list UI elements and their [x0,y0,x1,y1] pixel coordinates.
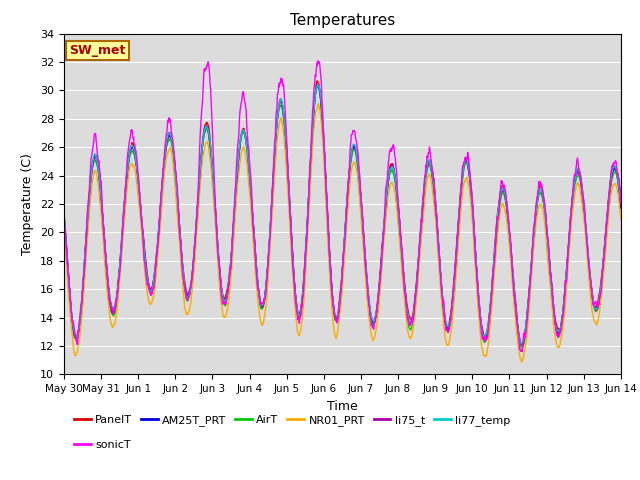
sonicT [314,58,322,64]
NR01_PRT [518,359,525,364]
li77_temp [292,298,300,304]
li77_temp [518,341,526,347]
AirT [520,340,528,346]
AirT [278,107,286,112]
AirT [183,297,191,303]
AirT [617,201,625,207]
sonicT [520,330,528,336]
li75_t [60,214,68,219]
NR01_PRT [520,349,528,355]
Legend: sonicT: sonicT [70,435,135,454]
PanelT [292,297,300,302]
li77_temp [520,334,528,340]
NR01_PRT [568,213,576,219]
sonicT [428,168,436,174]
sonicT [183,297,191,303]
li75_t [314,82,322,87]
Line: li77_temp: li77_temp [64,85,621,344]
li77_temp [617,199,625,205]
li77_temp [568,199,576,205]
li77_temp [315,82,323,88]
sonicT [568,197,576,203]
li75_t [183,293,191,299]
NR01_PRT [617,216,625,222]
AirT [428,172,436,178]
Line: AM25T_PRT: AM25T_PRT [64,86,621,345]
AM25T_PRT [183,292,191,298]
Y-axis label: Temperature (C): Temperature (C) [22,153,35,255]
PanelT [568,198,576,204]
li77_temp [428,168,436,174]
PanelT [518,341,525,347]
li75_t [518,343,526,348]
Line: PanelT: PanelT [64,81,621,344]
li75_t [617,202,625,207]
Line: sonicT: sonicT [64,61,621,351]
li75_t [292,298,300,304]
sonicT [292,300,300,306]
AirT [314,82,321,88]
sonicT [518,348,526,354]
NR01_PRT [292,314,300,320]
AirT [518,345,526,351]
PanelT [60,210,68,216]
AirT [60,220,68,226]
AM25T_PRT [568,201,576,206]
sonicT [60,213,68,218]
Line: AirT: AirT [64,85,621,348]
li77_temp [278,101,286,107]
Line: NR01_PRT: NR01_PRT [64,104,621,361]
li77_temp [60,212,68,217]
PanelT [428,167,436,172]
AirT [292,302,300,308]
NR01_PRT [60,230,68,236]
AM25T_PRT [278,106,286,112]
sonicT [617,199,625,205]
Text: SW_met: SW_met [70,44,126,57]
li75_t [568,197,576,203]
PanelT [314,78,321,84]
AM25T_PRT [314,83,321,89]
NR01_PRT [428,184,436,190]
li75_t [278,103,286,109]
PanelT [617,194,625,200]
PanelT [183,290,191,296]
AM25T_PRT [520,335,528,341]
Title: Temperatures: Temperatures [290,13,395,28]
sonicT [278,78,286,84]
NR01_PRT [278,121,286,127]
AM25T_PRT [518,342,526,348]
li77_temp [183,293,191,299]
Line: li75_t: li75_t [64,84,621,346]
AM25T_PRT [60,216,68,221]
AM25T_PRT [292,301,300,307]
NR01_PRT [315,101,323,107]
AM25T_PRT [617,205,625,211]
li75_t [428,167,436,172]
PanelT [520,336,528,342]
NR01_PRT [183,310,191,316]
X-axis label: Time: Time [327,400,358,413]
li75_t [520,336,528,342]
PanelT [278,102,286,108]
AM25T_PRT [428,173,436,179]
AirT [568,205,576,211]
